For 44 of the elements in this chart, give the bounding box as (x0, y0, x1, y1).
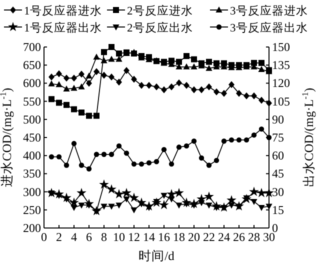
legend-label: 2号反应出水 (127, 20, 193, 34)
legend-label: 1号反应器出水 (24, 20, 102, 34)
x-tick-label: 4 (71, 230, 77, 244)
legend-label: 3号反应器出水 (230, 20, 308, 34)
x-tick-label: 10 (113, 230, 125, 244)
x-tick-label: 20 (188, 230, 200, 244)
y2-tick-label: 45 (272, 166, 284, 181)
y2-tick-label: 90 (272, 112, 284, 126)
x-tick-label: 26 (233, 230, 245, 244)
legend-label: 2号反应进水 (127, 4, 193, 18)
x-tick-label: 18 (173, 230, 185, 244)
y2-tick-label: 30 (272, 184, 284, 199)
x-tick-label: 2 (56, 230, 62, 244)
y-tick-label: 650 (23, 58, 41, 72)
x-axis-title: 时间/d (138, 249, 176, 263)
y2-tick-label: 120 (272, 76, 290, 90)
x-tick-label: 24 (218, 230, 230, 244)
y-tick-label: 200 (23, 221, 41, 235)
x-tick-label: 30 (263, 230, 275, 244)
y2-tick-label: 105 (272, 94, 290, 108)
x-tick-label: 22 (203, 230, 215, 244)
y-tick-label: 600 (23, 76, 41, 90)
y2-tick-label: 75 (272, 130, 284, 144)
x-tick-label: 14 (143, 230, 155, 244)
legend-label: 1号反应器进水 (24, 4, 102, 18)
y-tick-label: 400 (23, 148, 41, 163)
x-tick-label: 8 (101, 230, 107, 244)
y-tick-label: 250 (23, 202, 41, 217)
x-tick-label: 12 (128, 230, 140, 244)
y2-tick-label: 135 (272, 58, 290, 72)
legend-label: 3号反应器进水 (230, 4, 308, 18)
y2-tick-label: 60 (272, 148, 284, 163)
y-tick-label: 300 (23, 184, 41, 199)
y-tick-label: 500 (23, 112, 41, 126)
x-tick-label: 6 (86, 230, 92, 244)
x-tick-label: 28 (248, 230, 260, 244)
y-tick-label: 550 (23, 94, 41, 108)
y-tick-label: 450 (23, 130, 41, 144)
y-tick-label: 700 (23, 40, 41, 54)
x-tick-label: 0 (41, 230, 47, 244)
y2-tick-label: 150 (272, 40, 290, 54)
y2-tick-label: 15 (272, 202, 284, 217)
y-tick-label: 350 (23, 166, 41, 181)
x-tick-label: 16 (158, 230, 170, 244)
